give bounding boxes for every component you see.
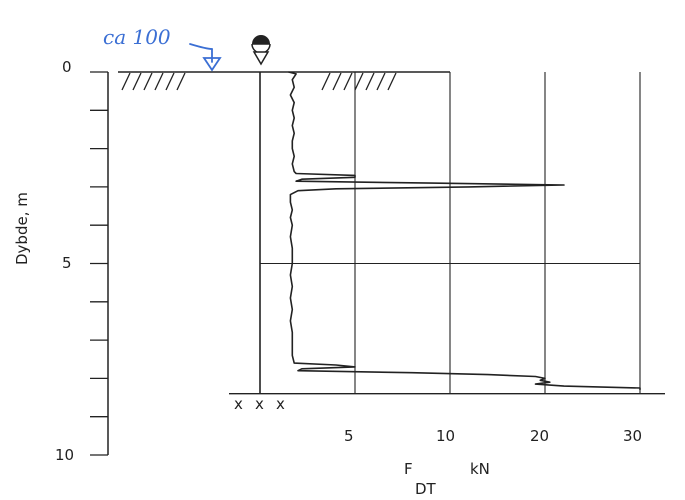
ground-hatch xyxy=(321,72,331,91)
axes xyxy=(90,71,665,456)
y-tick-label-10: 10 xyxy=(55,446,74,464)
termination-mark-3: x xyxy=(276,395,285,413)
water-level-annotation: ca 100 xyxy=(103,25,171,49)
ground-hatch xyxy=(354,72,364,91)
ground-hatch xyxy=(343,72,353,91)
ground-hatch xyxy=(365,72,375,91)
ground-surface xyxy=(118,71,450,91)
ground-hatch xyxy=(154,72,164,91)
x-tick-label-5: 5 xyxy=(344,427,354,445)
grid-lines xyxy=(260,72,641,394)
x-tick-label-20: 20 xyxy=(530,427,549,445)
water-level-arrow-icon xyxy=(189,43,222,72)
ground-hatch xyxy=(165,72,175,91)
sounding-symbol-icon xyxy=(251,35,271,66)
x-tick-label-30: 30 xyxy=(623,427,642,445)
y-tick-label-0: 0 xyxy=(62,58,72,76)
ground-hatch xyxy=(376,72,386,91)
sounding-profile-series xyxy=(288,71,641,390)
ground-hatch xyxy=(143,72,153,91)
ground-hatch xyxy=(121,72,131,91)
termination-mark-1: x xyxy=(234,395,243,413)
ground-hatch xyxy=(387,72,397,91)
y-axis-label: Dybde, m xyxy=(13,192,31,265)
termination-mark-2: x xyxy=(255,395,264,413)
ground-hatch xyxy=(132,72,142,91)
ground-hatch xyxy=(332,72,342,91)
x-axis-label-main: F xyxy=(404,460,413,478)
x-axis-label-unit: kN xyxy=(470,460,490,478)
ground-hatch xyxy=(176,72,186,91)
x-tick-label-10: 10 xyxy=(436,427,455,445)
y-tick-label-5: 5 xyxy=(62,254,72,272)
x-axis-label-sub: DT xyxy=(415,480,437,498)
